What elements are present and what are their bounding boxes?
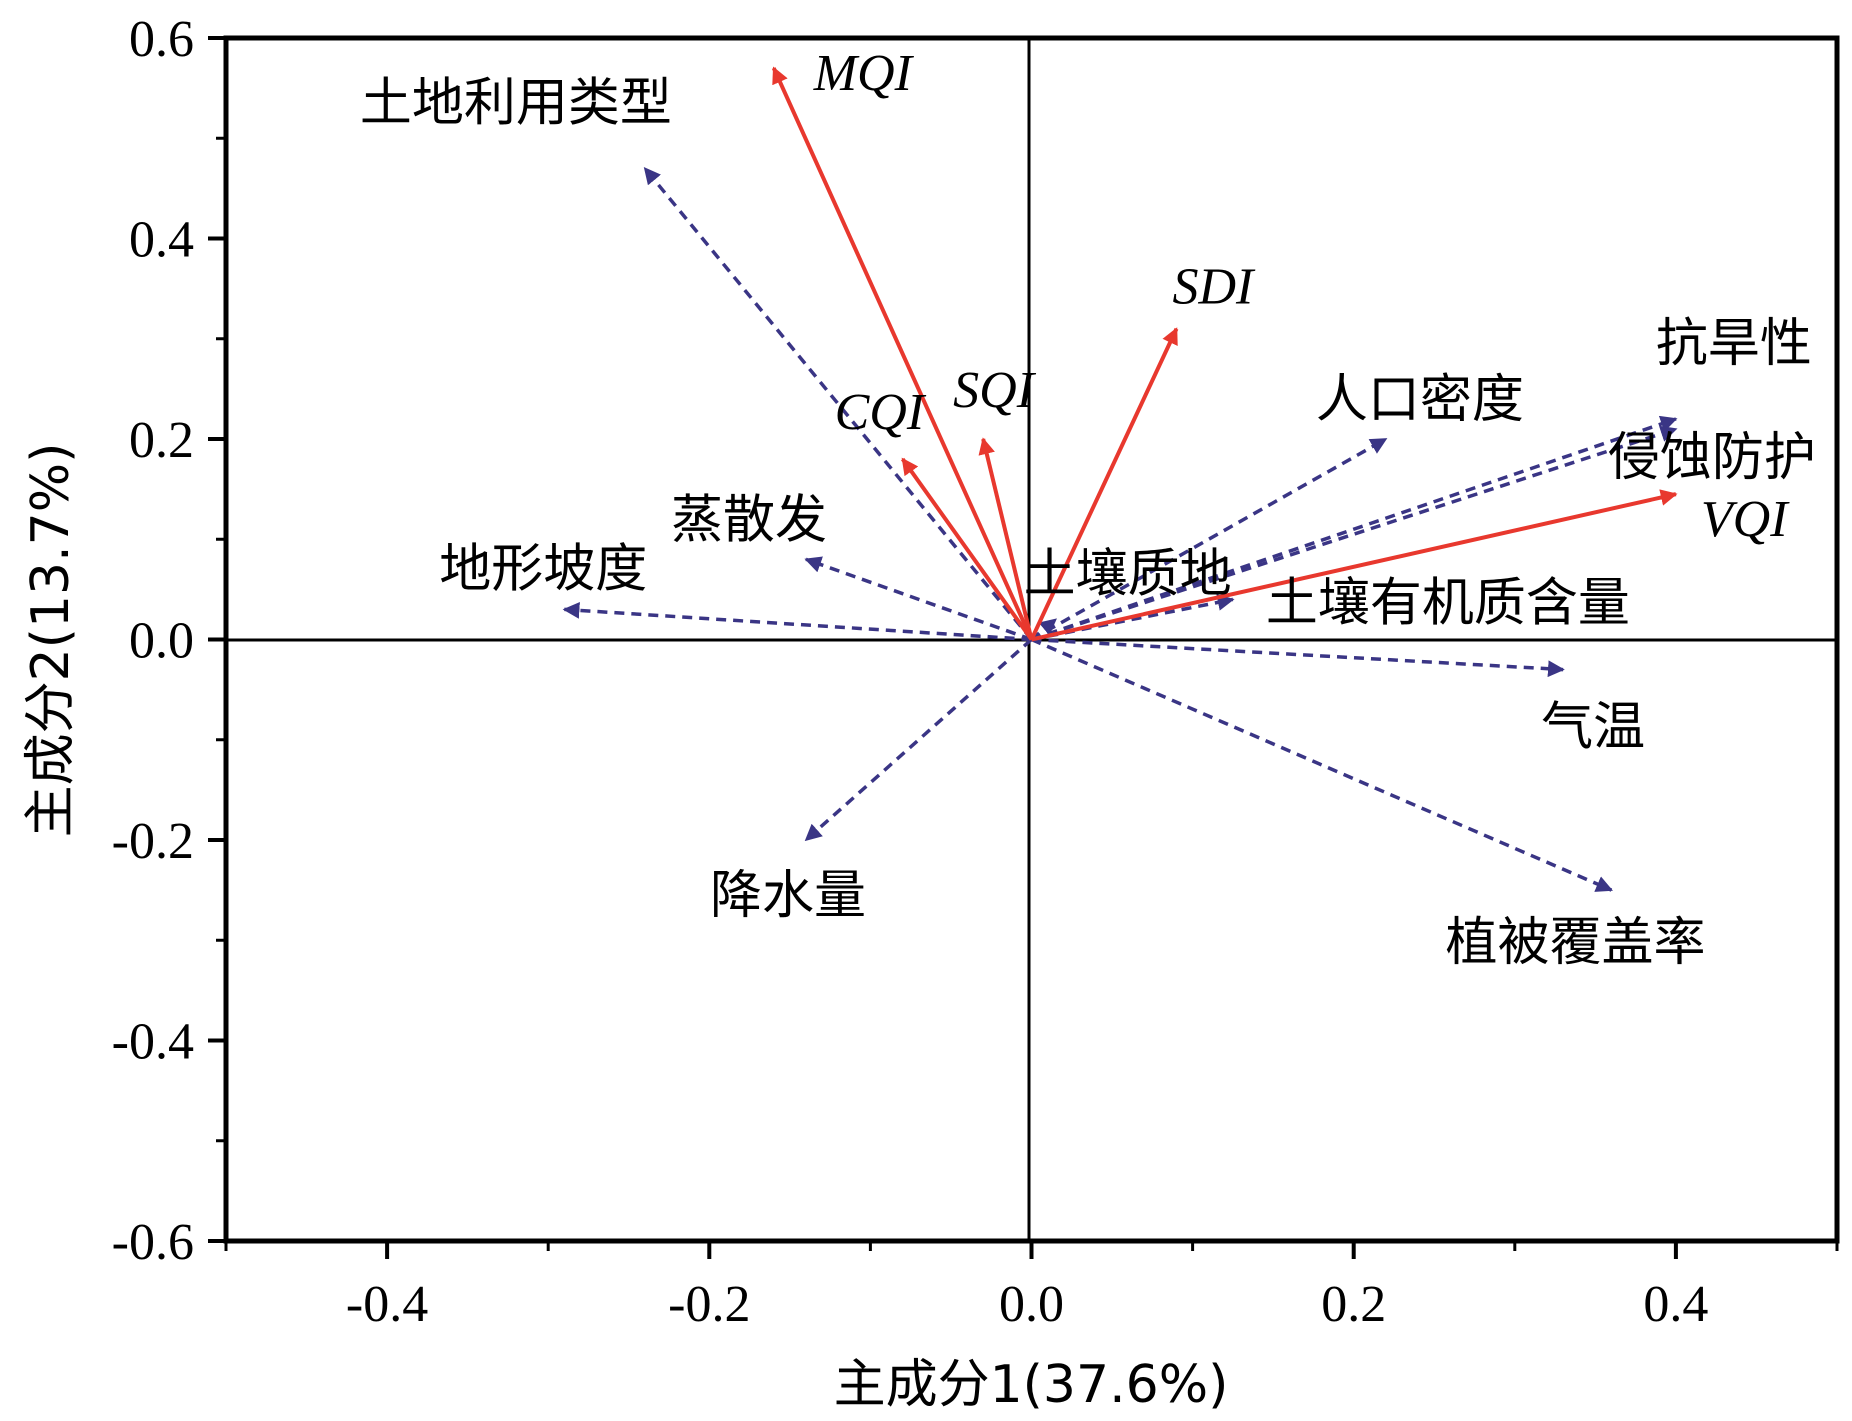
x-tick-label: -0.2 — [668, 1276, 750, 1333]
index-label: VQI — [1701, 491, 1790, 548]
driver-label: 蒸散发 — [671, 490, 827, 550]
index-vector — [900, 457, 1034, 641]
driver-vector — [804, 638, 1033, 842]
driver-label: 地形坡度 — [439, 539, 647, 599]
y-tick-label: -0.6 — [112, 1214, 194, 1271]
x-axis-ticks: -0.4 -0.2 0.0 0.2 0.4 — [224, 1241, 1839, 1333]
y-tick-label: -0.4 — [112, 1014, 194, 1071]
driver-label: 抗旱性 — [1656, 314, 1812, 374]
x-tick-label: 0.0 — [999, 1276, 1064, 1333]
driver-vector — [1031, 637, 1565, 678]
driver-label: 土壤质地 — [1024, 544, 1232, 604]
driver-vector — [804, 556, 1033, 642]
driver-vector — [1030, 618, 1057, 641]
index-vector — [1031, 489, 1678, 642]
index-label: SDI — [1172, 259, 1256, 316]
driver-label: 降水量 — [710, 866, 866, 926]
driver-label: 土地利用类型 — [360, 73, 672, 133]
y-axis-title: 主成分2(13.7%) — [21, 443, 81, 838]
driver-label: 气温 — [1541, 698, 1645, 758]
index-label: MQI — [813, 45, 915, 102]
driver-vectors — [562, 167, 1678, 892]
y-tick-label: 0.2 — [129, 412, 194, 469]
y-tick-label: -0.2 — [112, 813, 194, 870]
x-tick-label: -0.4 — [346, 1276, 428, 1333]
index-vector — [771, 66, 1034, 641]
x-tick-label: 0.4 — [1643, 1276, 1708, 1333]
index-vectors — [771, 66, 1678, 642]
index-vector — [1029, 327, 1179, 641]
driver-label: 侵蚀防护 — [1608, 428, 1816, 488]
index-label: SQI — [953, 362, 1037, 419]
y-tick-label: 0.4 — [129, 212, 194, 269]
y-tick-label: 0.6 — [129, 11, 194, 68]
x-tick-label: 0.2 — [1321, 1276, 1386, 1333]
driver-label: 土壤有机质含量 — [1266, 573, 1630, 633]
y-axis-ticks: 0.6 0.4 0.2 0.0 -0.2 -0.4 -0.6 — [112, 11, 226, 1271]
driver-label: 植被覆盖率 — [1445, 913, 1705, 973]
driver-vector — [1030, 415, 1678, 642]
index-vector — [978, 437, 1034, 640]
x-axis-title: 主成分1(37.6%) — [834, 1355, 1229, 1415]
driver-vector — [1030, 425, 1678, 642]
driver-label: 人口密度 — [1316, 370, 1524, 430]
index-label: CQI — [835, 384, 927, 441]
y-tick-label: 0.0 — [129, 613, 194, 670]
driver-vector — [1030, 637, 1614, 892]
